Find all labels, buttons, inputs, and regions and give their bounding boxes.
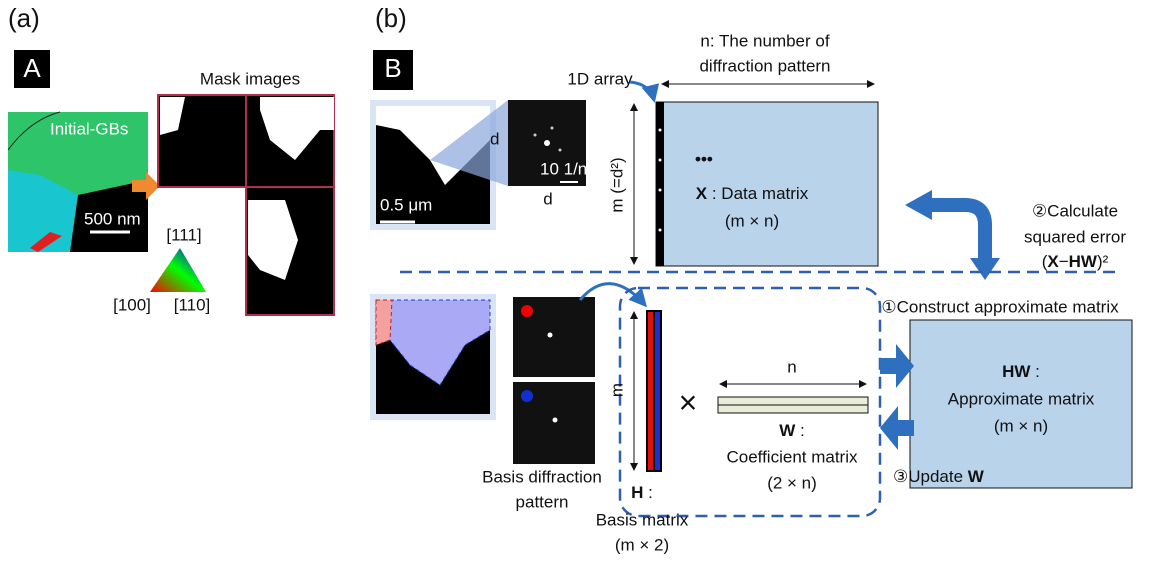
size: (m × n) (725, 211, 779, 230)
hw-label: HW : (1002, 362, 1040, 381)
n-label: n: The number of (700, 31, 829, 50)
f: )² (1097, 252, 1109, 271)
mask-title: Mask images (200, 69, 300, 88)
size: (2 × n) (767, 473, 817, 492)
desc: Basis matrix (596, 510, 689, 529)
orientation-triangle (150, 248, 206, 292)
basis-pattern: pattern (516, 492, 569, 511)
basis-pattern: Basis diffraction (482, 467, 602, 486)
scale-bar: 0.5 μm (380, 195, 432, 214)
figure: (a) A Initial-GBs 500 nm Mask images [11… (0, 0, 1151, 562)
colon: : (1030, 362, 1039, 381)
colon: : (643, 483, 652, 502)
orientation-label: [110] (174, 295, 211, 314)
scale-bar: 500 nm (84, 209, 141, 228)
formula: (X−HW)² (1042, 252, 1109, 271)
gb-label: Initial-GBs (50, 119, 128, 138)
symbol: W (779, 421, 796, 440)
step2: ②Calculate (1032, 201, 1118, 220)
colon: : (795, 421, 804, 440)
w-matrix (718, 397, 868, 413)
step2: squared error (1024, 227, 1126, 246)
step1: ①Construct approximate matrix (881, 297, 1119, 316)
m-label: m (607, 383, 626, 397)
desc: Coefficient matrix (726, 447, 858, 466)
f: HW (1069, 252, 1098, 271)
desc: Approximate matrix (948, 389, 1095, 408)
size: (m × n) (994, 416, 1048, 435)
size: (m × 2) (615, 535, 669, 554)
n-label: diffraction pattern (699, 56, 830, 75)
desc: : Data matrix (707, 184, 809, 203)
m-label: m (=d²) (607, 157, 626, 212)
panel-label: (a) (8, 3, 40, 33)
tag: A (23, 53, 41, 83)
f: X (1047, 252, 1059, 271)
arrow (630, 82, 654, 100)
f: − (1059, 252, 1069, 271)
n-label: n (787, 357, 796, 376)
orientation-label: [100] (113, 295, 151, 314)
d-label: d (490, 129, 499, 148)
arrow (880, 406, 914, 450)
tag: B (384, 53, 401, 83)
h-label: H : (631, 483, 653, 502)
array-label: 1D array (567, 69, 633, 88)
text: ③Update (893, 467, 968, 486)
symbol: X (696, 184, 708, 203)
w-label: W : (779, 421, 805, 440)
times: × (679, 384, 698, 420)
symbol: W (968, 467, 985, 486)
h-matrix (646, 310, 662, 472)
arrow (880, 344, 914, 388)
symbol: H (631, 483, 643, 502)
panel-label: (b) (375, 3, 407, 33)
basis-image (370, 294, 595, 464)
data-matrix-label: X : Data matrix (696, 184, 809, 203)
step3: ③Update W (893, 467, 985, 486)
orientation-label: [111] (166, 225, 201, 244)
symbol: HW (1002, 362, 1031, 381)
dots: ••• (695, 149, 713, 168)
loop-arrow (930, 205, 985, 262)
fft-scale: 10 1/nm (540, 159, 601, 178)
d-label: d (543, 189, 552, 208)
